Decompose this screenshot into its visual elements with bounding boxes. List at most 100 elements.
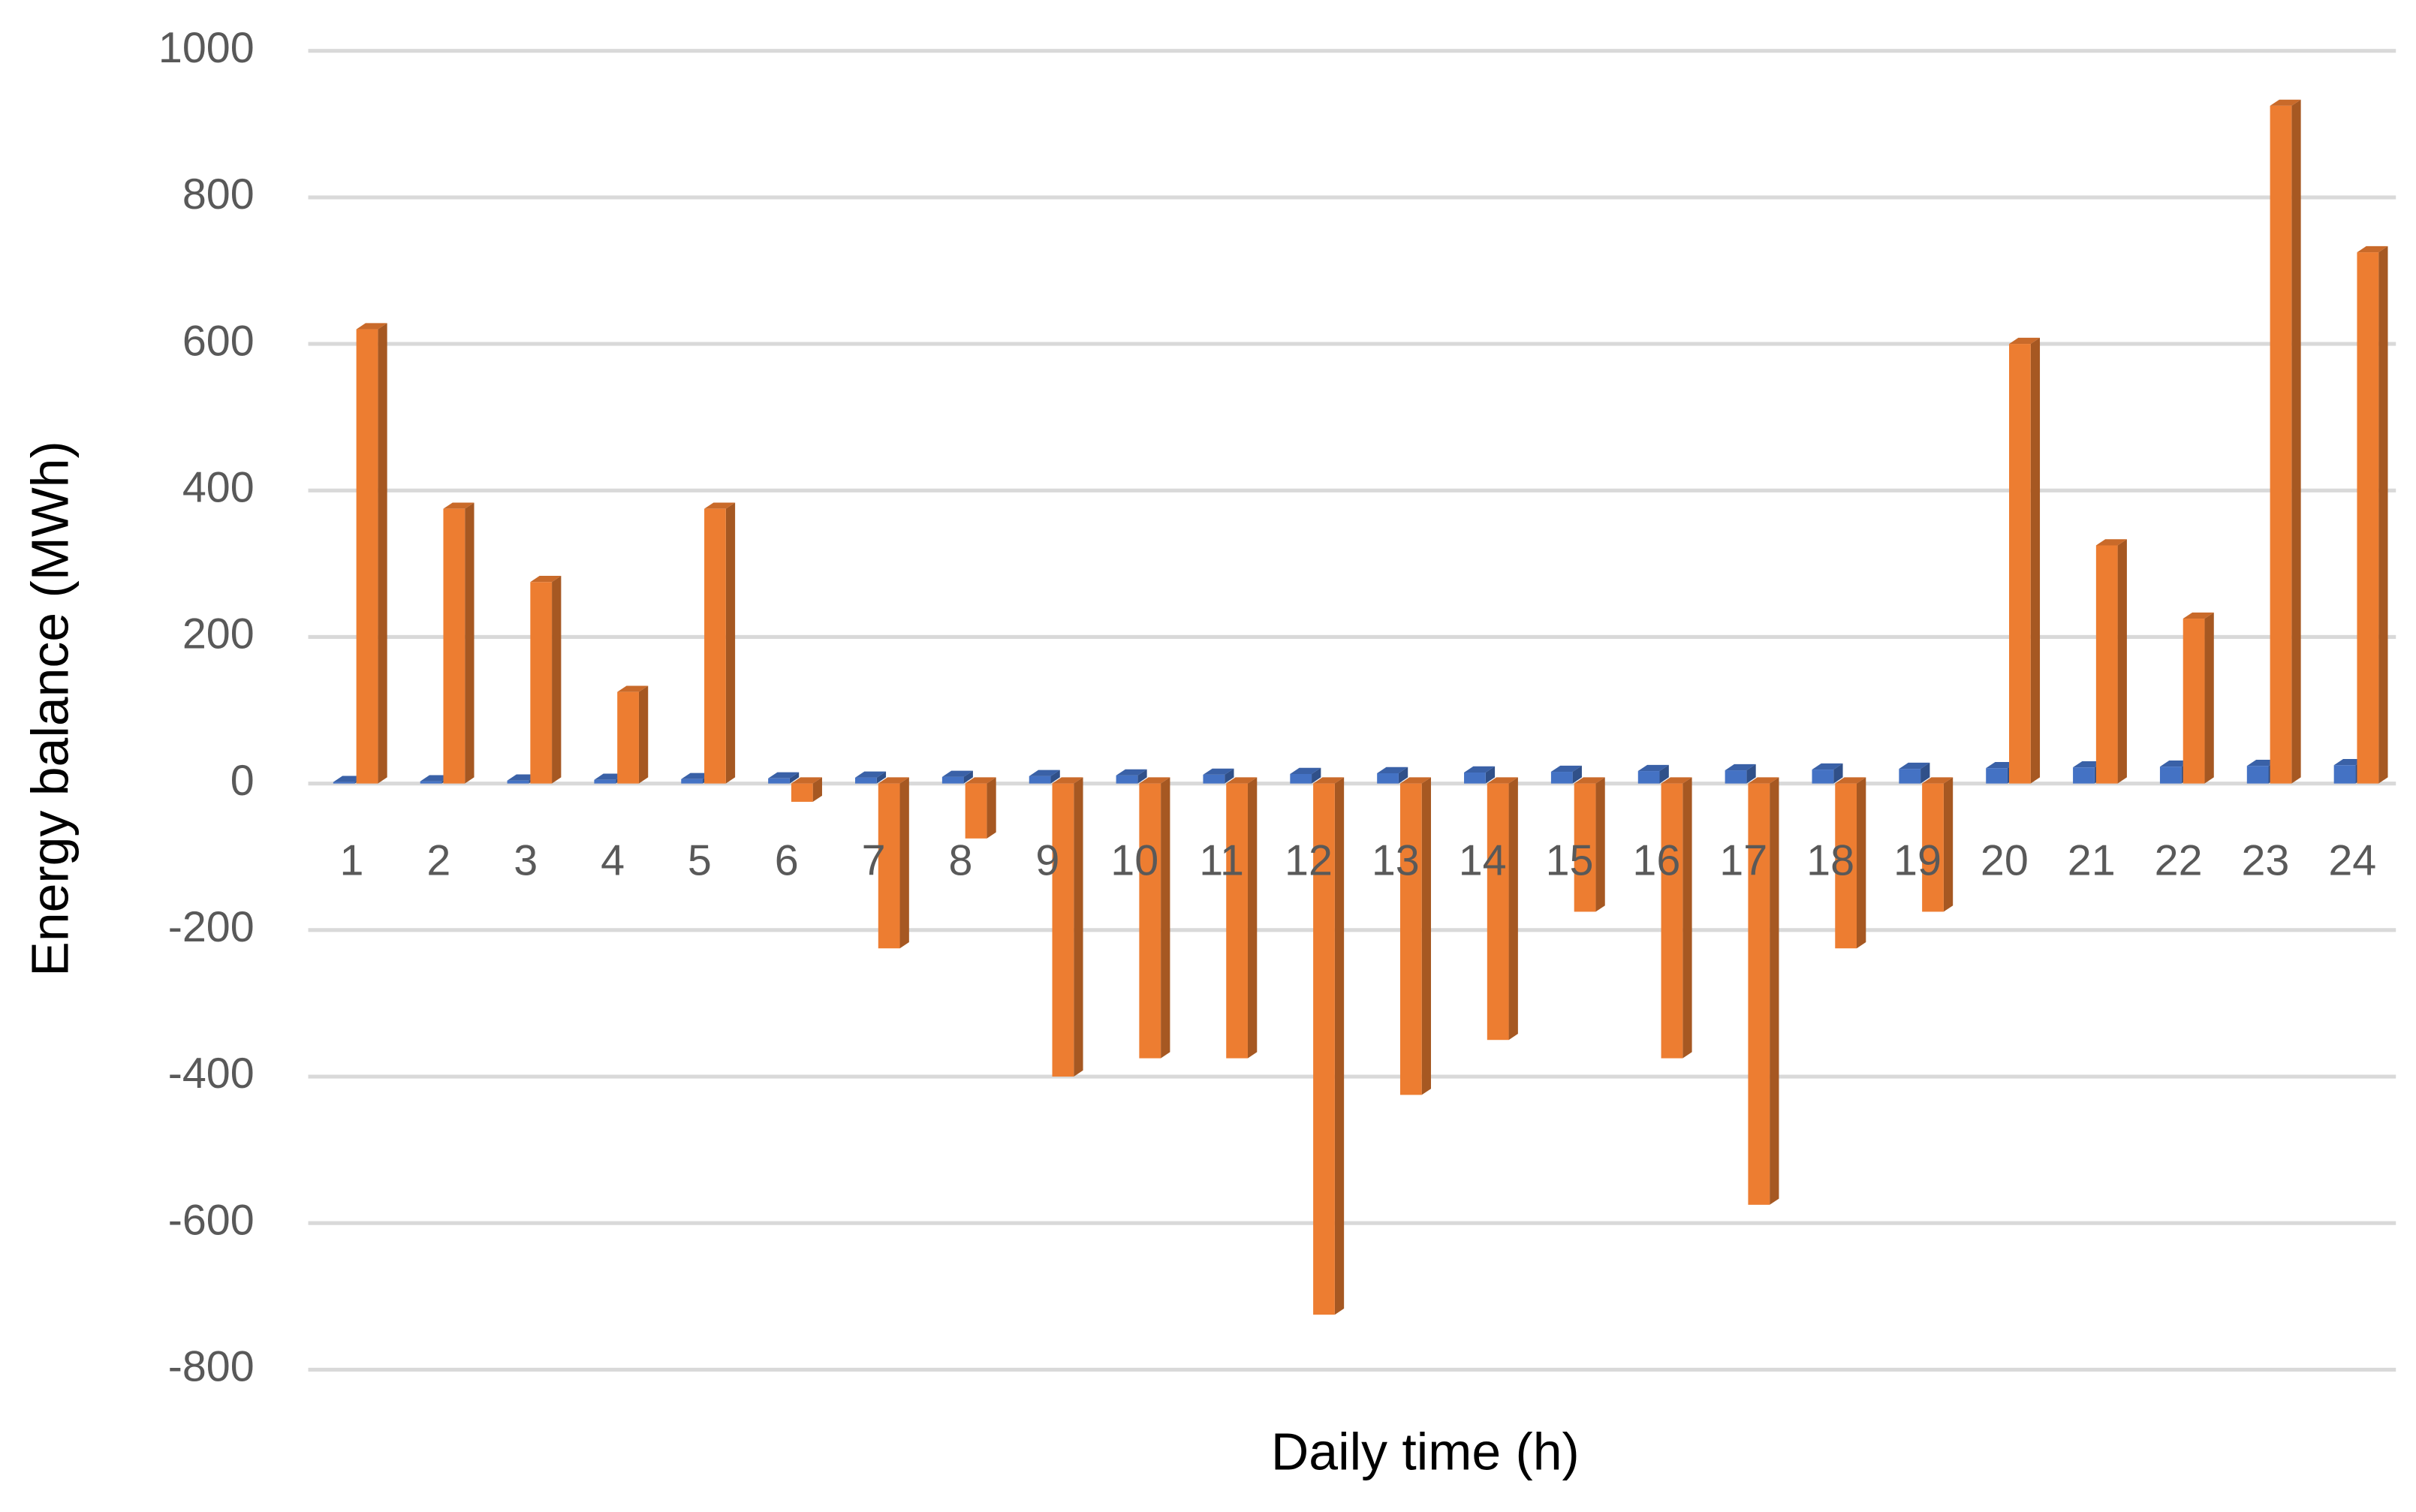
bar-top [855, 771, 887, 778]
bar-side [638, 685, 649, 784]
y-tick-label: -800 [168, 1343, 255, 1391]
bar-side [552, 576, 562, 784]
bar [2333, 765, 2356, 784]
x-tick-label: 4 [601, 837, 625, 885]
bar [2357, 252, 2379, 784]
x-tick-label: 12 [1285, 837, 1333, 885]
bar-side [2378, 245, 2388, 784]
bar-side [2291, 99, 2301, 784]
bar [1661, 783, 1683, 1059]
x-tick-label: 16 [1632, 837, 1680, 885]
bar [1313, 783, 1335, 1315]
bar [333, 782, 355, 784]
bar-top [704, 502, 736, 509]
bar [1986, 768, 2008, 784]
y-tick-label: -400 [168, 1050, 255, 1098]
y-tick-label: 200 [182, 610, 255, 658]
bar-side [1682, 777, 1692, 1059]
bar-top [1313, 777, 1345, 784]
x-tick-label: 22 [2155, 837, 2203, 885]
bar-side [725, 502, 736, 784]
bar-side [1398, 767, 1408, 784]
x-tick-label: 24 [2328, 837, 2376, 885]
bar-top [1637, 764, 1669, 772]
bar [1464, 773, 1486, 784]
bar [878, 783, 900, 949]
y-tick-label: -600 [168, 1196, 255, 1244]
bar [1290, 773, 1312, 784]
bar-top [1290, 767, 1321, 774]
bar [1399, 783, 1422, 1095]
bar [1052, 783, 1074, 1077]
bar-top [1226, 777, 1258, 784]
bar-side [1247, 777, 1258, 1059]
bar-side [1225, 768, 1234, 784]
x-tick-label: 1 [339, 837, 363, 885]
x-tick-label: 6 [775, 837, 799, 885]
bar [2009, 344, 2031, 784]
bar [1574, 783, 1596, 912]
bar-top [2009, 337, 2041, 345]
bar-side [789, 772, 800, 784]
x-tick-label: 5 [688, 837, 712, 885]
bar-top [2357, 245, 2388, 253]
bar [1139, 783, 1161, 1059]
bar-side [378, 323, 387, 784]
bar-side [963, 770, 973, 784]
bar-top [2073, 761, 2104, 768]
bar-side [1572, 765, 1582, 784]
bar-top [617, 685, 649, 692]
x-tick-label: 17 [1719, 837, 1767, 885]
x-tick-label: 18 [1806, 837, 1854, 885]
bar-top [420, 775, 451, 782]
bar-top [530, 576, 562, 583]
y-tick-label: -200 [168, 903, 255, 951]
bar-side [812, 777, 822, 803]
x-tick-label: 13 [1372, 837, 1420, 885]
bar-side [1508, 777, 1518, 1041]
bar-top [443, 502, 474, 509]
bar-side [465, 502, 474, 784]
bar-top [2270, 99, 2301, 106]
bar-top [2183, 612, 2214, 619]
bar-side [1050, 770, 1060, 784]
bar [1377, 773, 1399, 784]
y-tick-label: 800 [182, 170, 255, 218]
bar-side [1857, 777, 1866, 949]
bar-side [1659, 764, 1669, 784]
bar [1116, 775, 1138, 784]
bar [681, 779, 703, 784]
bar-side [1943, 777, 1954, 912]
x-tick-label: 10 [1110, 837, 1158, 885]
bar-side [899, 777, 909, 949]
bar [356, 329, 378, 784]
bar-top [1661, 777, 1692, 784]
bar [1487, 783, 1509, 1041]
bar-top [1203, 768, 1234, 775]
bar-top [1835, 777, 1866, 784]
bar-top [791, 777, 822, 784]
x-tick-label: 7 [862, 837, 886, 885]
x-tick-label: 9 [1035, 837, 1059, 885]
bar [855, 777, 877, 784]
y-tick-label: 1000 [158, 24, 255, 72]
bar [2073, 767, 2095, 784]
bar-side [987, 777, 996, 839]
x-tick-label: 19 [1893, 837, 1942, 885]
x-tick-label: 8 [949, 837, 973, 885]
bar [2270, 105, 2292, 784]
bar-side [1833, 763, 1843, 784]
bar [965, 783, 987, 839]
bar-side [1421, 777, 1432, 1095]
bar-side [1595, 777, 1605, 912]
bar [768, 778, 790, 784]
bar-top [1029, 770, 1060, 776]
y-axis-title: Energy balance (MWh) [20, 441, 79, 976]
bar-top [1487, 777, 1518, 784]
y-tick-label: 600 [182, 317, 255, 365]
bar-top [2095, 539, 2127, 546]
x-tick-label: 23 [2241, 837, 2289, 885]
bar-top [1812, 763, 1843, 770]
